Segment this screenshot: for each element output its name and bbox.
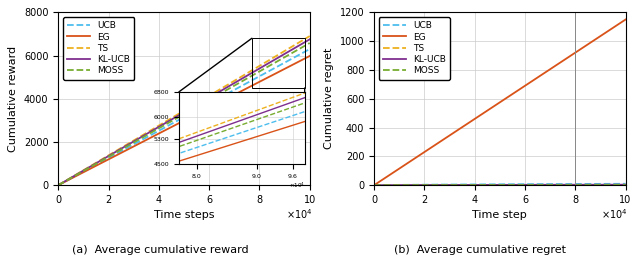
KL-UCB (481, 183, 489, 186)
Line: EG: EG (58, 56, 310, 185)
UCB (255, 75, 262, 78)
Text: $\times 10^4$: $\times 10^4$ (285, 208, 312, 221)
EG (156, 131, 164, 134)
Legend: UCB, EG, TS, KL-UCB, MOSS: UCB, EG, TS, KL-UCB, MOSS (63, 17, 134, 80)
UCB (543, 183, 550, 186)
UCB (165, 124, 173, 127)
TS (396, 184, 404, 187)
KL-UCB (621, 183, 629, 186)
TS (370, 184, 378, 187)
UCB (566, 183, 574, 186)
MOSS (54, 184, 62, 187)
TS (54, 184, 62, 187)
Line: UCB: UCB (58, 49, 310, 185)
EG (543, 70, 550, 73)
EG (370, 184, 378, 187)
MOSS (571, 184, 579, 187)
Y-axis label: Cumulative regret: Cumulative regret (324, 48, 334, 150)
KL-UCB (227, 83, 235, 87)
Y-axis label: Cumulative reward: Cumulative reward (8, 46, 19, 152)
Line: UCB: UCB (374, 184, 625, 185)
TS (621, 183, 629, 186)
TS (472, 184, 479, 187)
KL-UCB (165, 119, 173, 122)
UCB (481, 183, 489, 186)
UCB (80, 170, 88, 173)
TS (543, 183, 550, 186)
Legend: UCB, EG, TS, KL-UCB, MOSS: UCB, EG, TS, KL-UCB, MOSS (379, 17, 451, 80)
MOSS (543, 184, 550, 187)
KL-UCB (80, 169, 88, 172)
KL-UCB (543, 183, 550, 186)
TS (566, 183, 574, 186)
MOSS (566, 184, 574, 187)
MOSS (621, 184, 629, 187)
Bar (252, 38, 305, 88)
MOSS (396, 184, 404, 187)
EG (396, 167, 404, 170)
EG (481, 111, 489, 114)
TS (156, 123, 164, 126)
MOSS (481, 184, 489, 187)
TS (571, 183, 579, 186)
EG (255, 81, 262, 84)
TS (306, 35, 314, 38)
UCB (306, 48, 314, 51)
TS (250, 67, 258, 70)
Text: (b)  Average cumulative regret: (b) Average cumulative regret (394, 246, 566, 255)
KL-UCB (156, 125, 164, 128)
MOSS (165, 121, 173, 124)
MOSS (227, 86, 235, 89)
KL-UCB (472, 183, 479, 186)
KL-UCB (571, 183, 579, 186)
EG (80, 170, 88, 174)
TS (80, 168, 88, 172)
X-axis label: Time steps: Time steps (154, 210, 214, 220)
X-axis label: Time step: Time step (472, 210, 527, 220)
KL-UCB (370, 184, 378, 187)
UCB (571, 183, 579, 186)
TS (227, 81, 235, 84)
EG (621, 18, 629, 21)
KL-UCB (54, 184, 62, 187)
UCB (54, 184, 62, 187)
MOSS (370, 184, 378, 187)
Text: $\times 10^4$: $\times 10^4$ (602, 208, 628, 221)
EG (165, 127, 173, 130)
MOSS (255, 70, 262, 73)
UCB (472, 183, 479, 186)
EG (571, 51, 579, 55)
Text: (a)  Average cumulative reward: (a) Average cumulative reward (72, 246, 248, 255)
MOSS (250, 73, 258, 76)
UCB (227, 90, 235, 93)
MOSS (156, 126, 164, 129)
UCB (396, 183, 404, 186)
EG (566, 55, 574, 58)
Line: MOSS: MOSS (58, 43, 310, 185)
UCB (621, 182, 629, 185)
TS (481, 183, 489, 186)
KL-UCB (566, 183, 574, 186)
EG (306, 55, 314, 58)
UCB (156, 129, 164, 132)
EG (250, 83, 258, 86)
KL-UCB (255, 67, 262, 70)
Line: EG: EG (374, 19, 625, 185)
EG (54, 184, 62, 187)
MOSS (80, 169, 88, 172)
EG (227, 95, 235, 98)
Line: TS: TS (58, 36, 310, 185)
TS (255, 65, 262, 68)
Line: KL-UCB: KL-UCB (58, 39, 310, 185)
MOSS (472, 184, 479, 187)
EG (472, 117, 479, 120)
UCB (250, 78, 258, 81)
KL-UCB (250, 70, 258, 73)
MOSS (306, 41, 314, 45)
TS (165, 118, 173, 121)
KL-UCB (396, 184, 404, 187)
KL-UCB (306, 38, 314, 41)
UCB (370, 184, 378, 187)
